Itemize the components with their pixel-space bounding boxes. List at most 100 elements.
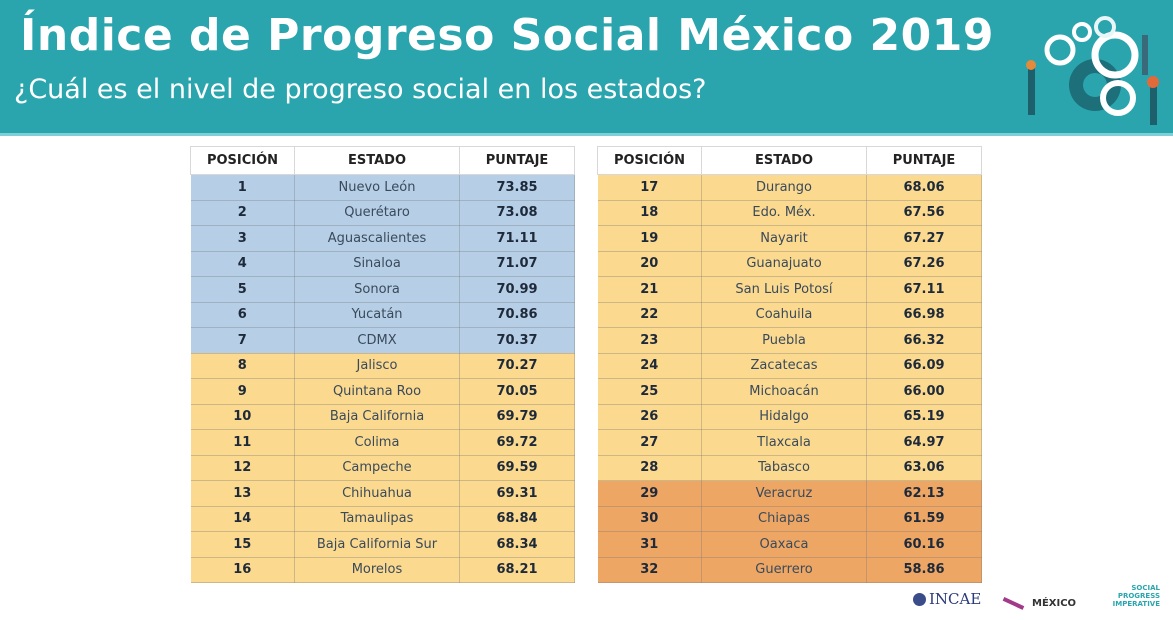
score-cell: 70.37 [459,327,575,354]
table-row: 14 Tamaulipas 68.84 [190,506,575,532]
position-cell: 16 [190,557,295,583]
table-row: 13 Chihuahua 69.31 [190,480,575,507]
score-cell: 70.86 [459,302,575,328]
state-cell: Oaxaca [701,531,867,558]
score-cell: 71.11 [459,225,575,252]
state-cell: Hidalgo [701,404,867,430]
state-cell: Edo. Méx. [701,200,867,226]
score-cell: 66.09 [866,353,982,379]
state-cell: Zacatecas [701,353,867,379]
table-row: 8 Jalisco 70.27 [190,353,575,379]
table-row: 19 Nayarit 67.27 [597,225,982,252]
state-cell: Aguascalientes [294,225,460,252]
social-progress-imperative-logo: SOCIAL PROGRESS IMPERATIVE [1112,584,1160,608]
score-cell: 69.72 [459,429,575,456]
state-cell: Chiapas [701,506,867,532]
position-cell: 15 [190,531,295,558]
score-cell: 70.27 [459,353,575,379]
position-cell: 31 [597,531,702,558]
score-cell: 67.26 [866,251,982,277]
state-cell: Tabasco [701,455,867,481]
table-row: 4 Sinaloa 71.07 [190,251,575,277]
table-row: 21 San Luis Potosí 67.11 [597,276,982,303]
table-row: 11 Colima 69.72 [190,429,575,456]
table-row: 20 Guanajuato 67.26 [597,251,982,277]
state-cell: Chihuahua [294,480,460,507]
position-cell: 1 [190,174,295,201]
score-cell: 62.13 [866,480,982,507]
score-cell: 73.85 [459,174,575,201]
score-cell: 66.98 [866,302,982,328]
score-cell: 67.11 [866,276,982,303]
incae-logo-text: INCAE [929,590,982,608]
position-cell: 20 [597,251,702,277]
score-cell: 68.34 [459,531,575,558]
state-cell: Tamaulipas [294,506,460,532]
column-header-score: PUNTAJE [866,146,982,175]
score-cell: 73.08 [459,200,575,226]
position-cell: 32 [597,557,702,583]
position-cell: 4 [190,251,295,277]
state-cell: Yucatán [294,302,460,328]
header-banner: Índice de Progreso Social México 2019 ¿C… [0,0,1173,136]
position-cell: 13 [190,480,295,507]
state-cell: San Luis Potosí [701,276,867,303]
position-cell: 8 [190,353,295,379]
position-cell: 22 [597,302,702,328]
table-row: 31 Oaxaca 60.16 [597,531,982,558]
state-cell: Guerrero [701,557,867,583]
state-cell: Coahuila [701,302,867,328]
position-cell: 28 [597,455,702,481]
position-cell: 17 [597,174,702,201]
column-header-position: POSICIÓN [190,146,295,175]
table-row: 12 Campeche 69.59 [190,455,575,481]
score-cell: 63.06 [866,455,982,481]
position-cell: 5 [190,276,295,303]
table-row: 24 Zacatecas 66.09 [597,353,982,379]
position-cell: 3 [190,225,295,252]
state-cell: Nuevo León [294,174,460,201]
table-row: 1 Nuevo León 73.85 [190,174,575,201]
position-cell: 12 [190,455,295,481]
table-row: 16 Morelos 68.21 [190,557,575,583]
position-cell: 29 [597,480,702,507]
score-cell: 70.99 [459,276,575,303]
score-cell: 69.79 [459,404,575,430]
table-row: 18 Edo. Méx. 67.56 [597,200,982,226]
table-row: 27 Tlaxcala 64.97 [597,429,982,456]
table-row: 6 Yucatán 70.86 [190,302,575,328]
table-row: 5 Sonora 70.99 [190,276,575,303]
score-cell: 64.97 [866,429,982,456]
column-header-score: PUNTAJE [459,146,575,175]
state-cell: Veracruz [701,480,867,507]
state-cell: Guanajuato [701,251,867,277]
state-cell: Jalisco [294,353,460,379]
position-cell: 25 [597,378,702,405]
state-cell: Nayarit [701,225,867,252]
table-row: 3 Aguascalientes 71.11 [190,225,575,252]
table-row: 10 Baja California 69.79 [190,404,575,430]
table-row: 17 Durango 68.06 [597,174,982,201]
mexico-logo-text: MÉXICO [1032,598,1077,609]
column-header-state: ESTADO [701,146,867,175]
position-cell: 30 [597,506,702,532]
state-cell: Campeche [294,455,460,481]
table-row: 15 Baja California Sur 68.34 [190,531,575,558]
state-cell: CDMX [294,327,460,354]
state-cell: Puebla [701,327,867,354]
state-cell: Baja California [294,404,460,430]
score-cell: 68.06 [866,174,982,201]
ranking-table-left: POSICIÓN ESTADO PUNTAJE 1 Nuevo León 73.85… [190,146,575,583]
score-cell: 69.31 [459,480,575,507]
position-cell: 7 [190,327,295,354]
score-cell: 61.59 [866,506,982,532]
table-row: 29 Veracruz 62.13 [597,480,982,507]
state-cell: Colima [294,429,460,456]
column-header-state: ESTADO [294,146,460,175]
score-cell: 68.84 [459,506,575,532]
position-cell: 6 [190,302,295,328]
position-cell: 24 [597,353,702,379]
incae-globe-icon [913,593,926,606]
table-row: 23 Puebla 66.32 [597,327,982,354]
table-row: 22 Coahuila 66.98 [597,302,982,328]
